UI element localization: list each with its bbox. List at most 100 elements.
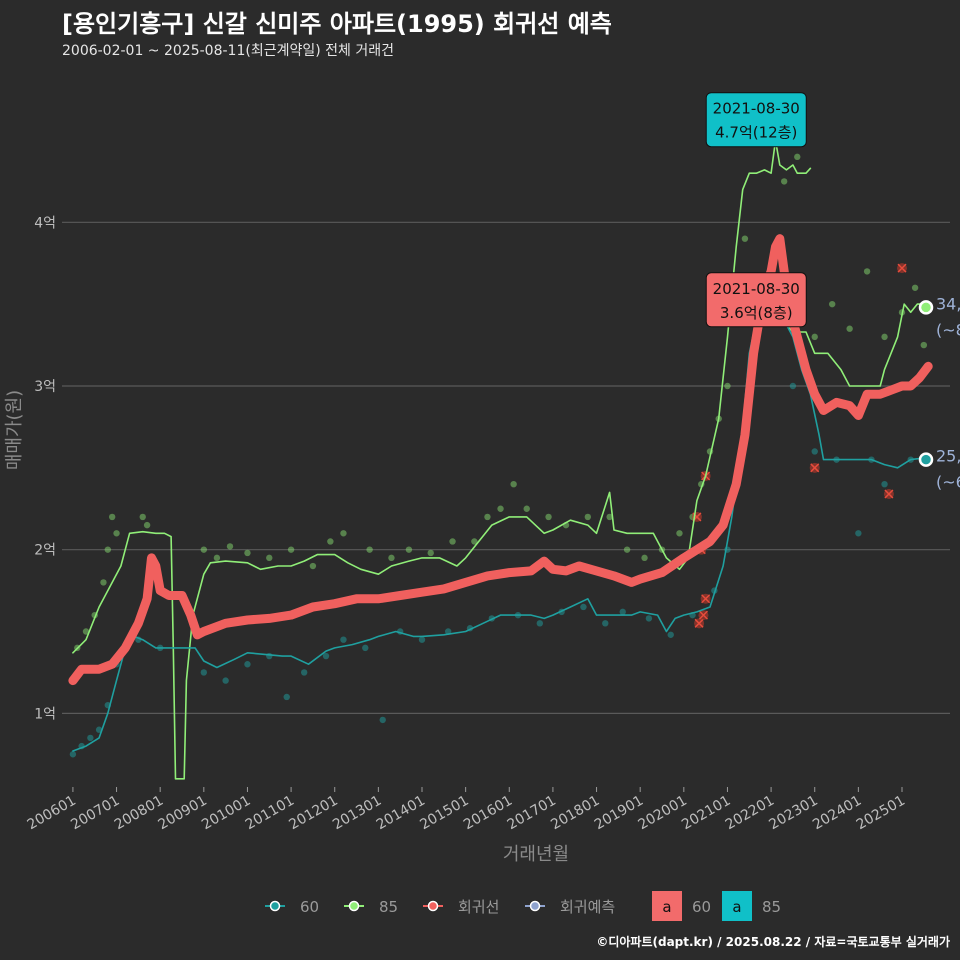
x-tick-label: 201801 [548, 793, 602, 834]
scatter-point-85 [811, 333, 818, 341]
scatter-point-85 [244, 549, 251, 557]
scatter-points [69, 107, 928, 758]
x-tick-label: 200601 [25, 793, 79, 834]
end-points: 34,867 (~85㎡) 25,500 (~60㎡) [918, 294, 960, 492]
x-tick-label: 202301 [766, 793, 820, 834]
legend-label: 85 [762, 898, 781, 916]
scatter-point-60 [283, 693, 290, 701]
x-tick-label: 201001 [199, 793, 253, 834]
x-tick-label: 202401 [810, 793, 864, 834]
x-tick-label: 200701 [68, 793, 122, 834]
scatter-point-60 [340, 636, 347, 643]
legend-dot [348, 900, 360, 912]
scatter-point-85 [741, 235, 749, 242]
scatter-point-85 [113, 530, 120, 537]
scatter-point-60 [619, 608, 626, 616]
legend-item-회귀예측: 회귀예측 [525, 898, 615, 916]
regression-x-marker [698, 610, 709, 621]
scatter-point-85 [366, 546, 373, 553]
x-tick-label: 200801 [112, 793, 166, 834]
legend-item-60: 60 [265, 898, 319, 916]
scatter-point-85 [724, 382, 731, 390]
scatter-point-60 [811, 448, 818, 455]
legend-label: 회귀선 [458, 898, 499, 916]
regression-x-marker [700, 593, 711, 604]
end-label-area: (~85㎡) [936, 320, 960, 339]
scatter-point-85 [427, 549, 434, 557]
scatter-point-60 [322, 652, 330, 660]
legend-dot [269, 900, 281, 912]
scatter-point-60 [87, 734, 94, 742]
series-line-85 [72, 139, 812, 780]
x-tick-label: 201901 [592, 793, 646, 834]
scatter-point-85 [623, 546, 631, 553]
legend-label: 60 [692, 898, 711, 916]
x-tick-label: 202001 [636, 793, 690, 834]
legend-label: 85 [379, 898, 398, 916]
scatter-point-60 [69, 751, 77, 758]
scatter-point-85 [340, 530, 347, 537]
annotations: 2021-08-30 4.7억(12층) 2021-08-30 3.6억(8층) [705, 92, 807, 328]
scatter-point-85 [794, 153, 801, 161]
annotation-date: 2021-08-30 [713, 100, 800, 118]
x-tick-label: 202101 [679, 793, 733, 834]
scatter-point-85 [484, 513, 491, 521]
legend-glyph: a [732, 898, 741, 916]
series-line-회귀선 [68, 234, 933, 686]
end-label-value: 25,500 [936, 447, 960, 466]
scatter-point-60 [789, 382, 797, 390]
end-label-area: (~60㎡) [936, 473, 960, 492]
scatter-point-85 [471, 538, 478, 545]
y-tick-label: 2억 [34, 543, 56, 559]
scatter-point-60 [645, 615, 653, 622]
scatter-point-85 [226, 543, 234, 550]
scatter-point-85 [405, 546, 413, 553]
y-axis-title: 매매가(원) [4, 390, 25, 470]
regression-x-marker [809, 462, 820, 473]
scatter-point-85 [104, 546, 112, 553]
x-tick-label: 201401 [374, 793, 428, 834]
legend-item-60: a 60 [652, 891, 711, 921]
legend-label: 60 [300, 898, 319, 916]
max-annotation-60: 2021-08-30 3.6억(8층) [705, 272, 807, 328]
x-tick-label: 201201 [286, 793, 340, 834]
y-tick-label: 3억 [34, 379, 56, 395]
regression-x-marker [694, 618, 705, 629]
scatter-point-85 [641, 554, 648, 562]
x-tick-label: 202501 [854, 793, 908, 834]
scatter-point-85 [108, 513, 116, 521]
legend-box [722, 891, 752, 921]
x-tick-label: 201601 [461, 793, 515, 834]
annotation-box [705, 272, 807, 328]
scatter-point-60 [200, 669, 208, 676]
series-line-85b [781, 303, 925, 387]
scatter-point-85 [523, 505, 530, 512]
scatter-point-85 [510, 480, 517, 488]
scatter-point-85 [920, 341, 928, 349]
scatter-point-85 [863, 268, 871, 275]
annotation-price: 3.6억(8층) [720, 304, 793, 322]
scatter-point-85 [100, 579, 107, 586]
scatter-point-60 [667, 631, 674, 638]
end-label-value: 34,867 [936, 294, 960, 313]
y-tick-label: 4억 [34, 215, 56, 231]
x-axis-title: 거래년월 [503, 844, 569, 865]
y-tick-label: 1억 [34, 706, 56, 722]
annotation-box [705, 92, 807, 148]
scatter-point-60 [580, 603, 587, 611]
legend-box [652, 891, 682, 921]
scatter-point-60 [855, 530, 862, 537]
scatter-point-60 [222, 677, 229, 684]
scatter-point-85 [82, 628, 90, 635]
legend-dot [427, 900, 439, 912]
x-tick-label: 201101 [243, 793, 297, 834]
scatter-point-85 [780, 178, 788, 185]
series-line-60 [72, 311, 925, 752]
scatter-point-85 [584, 513, 592, 521]
scatter-point-60 [379, 716, 386, 724]
x-tick-label: 200901 [156, 793, 210, 834]
scatter-point-60 [881, 480, 888, 488]
legend: 60 85 회귀선 회귀예측 a 60 a 85 [265, 891, 781, 921]
regression-x-marker [883, 489, 894, 500]
